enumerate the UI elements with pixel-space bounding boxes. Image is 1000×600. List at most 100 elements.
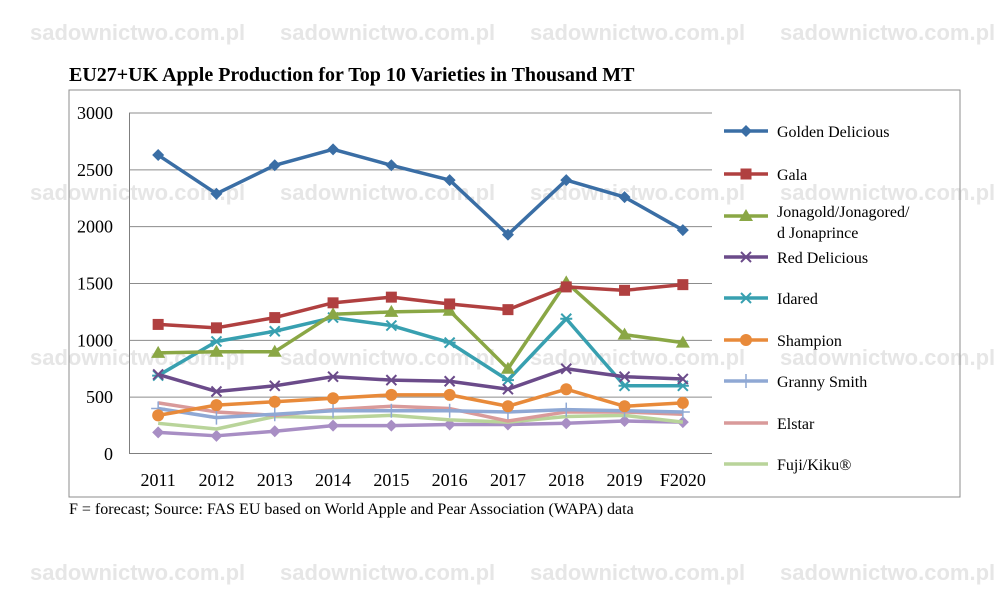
data-point bbox=[269, 312, 281, 324]
y-tick-label: 1500 bbox=[77, 274, 113, 294]
data-point bbox=[676, 224, 689, 237]
watermark-text: sadownictwo.com.pl bbox=[780, 180, 995, 205]
data-point bbox=[677, 373, 689, 385]
x-tick-label: 2014 bbox=[315, 470, 351, 490]
series-line bbox=[157, 147, 684, 237]
data-point bbox=[443, 375, 456, 387]
series-layer bbox=[151, 143, 690, 442]
watermark-text: sadownictwo.com.pl bbox=[780, 345, 995, 370]
data-point bbox=[152, 426, 165, 439]
watermark-text: sadownictwo.com.pl bbox=[530, 20, 745, 45]
legend-item: Elstar bbox=[724, 416, 815, 433]
x-tick-label: 2016 bbox=[432, 470, 468, 490]
series-group bbox=[152, 383, 689, 422]
watermark-text: sadownictwo.com.pl bbox=[780, 560, 995, 585]
legend-label: Jonagold/Jonagored/d Jonaprince bbox=[777, 204, 910, 242]
data-point bbox=[327, 370, 339, 383]
watermark-text: sadownictwo.com.pl bbox=[530, 345, 745, 370]
source-footnote: F = forecast; Source: FAS EU based on Wo… bbox=[69, 501, 634, 518]
data-point bbox=[385, 374, 398, 386]
x-tick-label: 2013 bbox=[257, 470, 293, 490]
data-point bbox=[560, 313, 573, 325]
data-point bbox=[443, 388, 456, 401]
data-point bbox=[501, 400, 514, 413]
data-point bbox=[619, 284, 631, 296]
data-point bbox=[268, 159, 281, 172]
data-point bbox=[268, 325, 281, 337]
data-point bbox=[560, 417, 573, 430]
legend: Golden Delicious Gala Jonagold/Jonagored/d… bbox=[724, 124, 910, 474]
y-tick-label: 1000 bbox=[77, 330, 113, 350]
data-point bbox=[210, 187, 223, 200]
watermark-text: sadownictwo.com.pl bbox=[280, 20, 495, 45]
series-group bbox=[151, 275, 690, 374]
legend-marker bbox=[739, 209, 753, 221]
data-point bbox=[676, 396, 689, 409]
y-tick-label: 3000 bbox=[77, 103, 113, 123]
data-point bbox=[560, 363, 572, 375]
legend-label: Idared bbox=[777, 291, 818, 308]
data-point bbox=[559, 402, 574, 417]
data-point bbox=[384, 403, 399, 418]
data-point bbox=[209, 410, 224, 425]
legend-marker bbox=[740, 334, 752, 346]
data-point bbox=[560, 383, 573, 396]
data-point bbox=[500, 361, 515, 374]
data-point bbox=[326, 403, 341, 418]
x-tick-label: 2018 bbox=[548, 470, 584, 490]
data-point bbox=[618, 370, 631, 383]
data-point bbox=[210, 322, 222, 334]
data-point bbox=[267, 344, 282, 357]
legend-label: Elstar bbox=[777, 416, 815, 433]
data-point bbox=[618, 380, 631, 392]
data-point bbox=[210, 385, 223, 398]
legend-item: Shampion bbox=[724, 333, 842, 350]
legend-label: Granny Smith bbox=[777, 374, 867, 391]
legend-label: Shampion bbox=[777, 333, 842, 350]
data-point bbox=[268, 395, 281, 408]
chart-frame bbox=[68, 89, 961, 498]
legend-item: Red Delicious bbox=[724, 250, 868, 267]
data-point bbox=[269, 380, 281, 392]
legend-marker bbox=[740, 168, 752, 180]
watermark-text: sadownictwo.com.pl bbox=[780, 20, 995, 45]
series-group bbox=[152, 279, 689, 334]
data-point bbox=[443, 336, 456, 349]
data-point bbox=[443, 174, 456, 187]
legend-item: Granny Smith bbox=[724, 374, 867, 391]
y-tick-label: 0 bbox=[104, 444, 113, 464]
data-point bbox=[502, 304, 514, 316]
data-point bbox=[327, 392, 340, 405]
legend-item: Idared bbox=[724, 291, 818, 308]
data-point bbox=[385, 291, 397, 303]
data-point bbox=[152, 368, 164, 381]
series-line bbox=[157, 413, 684, 431]
data-point bbox=[152, 149, 165, 162]
y-tick-label: 500 bbox=[86, 387, 113, 407]
legend-marker bbox=[739, 374, 753, 388]
series-line bbox=[157, 315, 683, 388]
data-point bbox=[675, 335, 690, 348]
data-point bbox=[210, 429, 223, 442]
watermark-text: sadownictwo.com.pl bbox=[530, 560, 745, 585]
data-point bbox=[209, 344, 224, 357]
legend-label: Fuji/Kiku® bbox=[777, 457, 851, 474]
x-tick-label: 2011 bbox=[140, 470, 175, 490]
data-point bbox=[501, 228, 514, 241]
series-line bbox=[158, 419, 683, 438]
legend-item: Jonagold/Jonagored/d Jonaprince bbox=[724, 204, 910, 242]
y-tick-label: 2500 bbox=[77, 160, 113, 180]
x-tick-label: 2015 bbox=[373, 470, 409, 490]
watermark-text: sadownictwo.com.pl bbox=[280, 345, 495, 370]
data-point bbox=[152, 409, 165, 422]
data-point bbox=[617, 327, 632, 340]
x-tick-label: F2020 bbox=[660, 470, 706, 490]
watermark-text: sadownictwo.com.pl bbox=[30, 345, 245, 370]
series-line bbox=[157, 367, 683, 394]
data-point bbox=[327, 297, 339, 309]
data-point bbox=[560, 281, 572, 293]
legend-item: Golden Delicious bbox=[724, 124, 889, 141]
chart-title: EU27+UK Apple Production for Top 10 Vari… bbox=[69, 64, 635, 86]
data-point bbox=[384, 304, 399, 317]
